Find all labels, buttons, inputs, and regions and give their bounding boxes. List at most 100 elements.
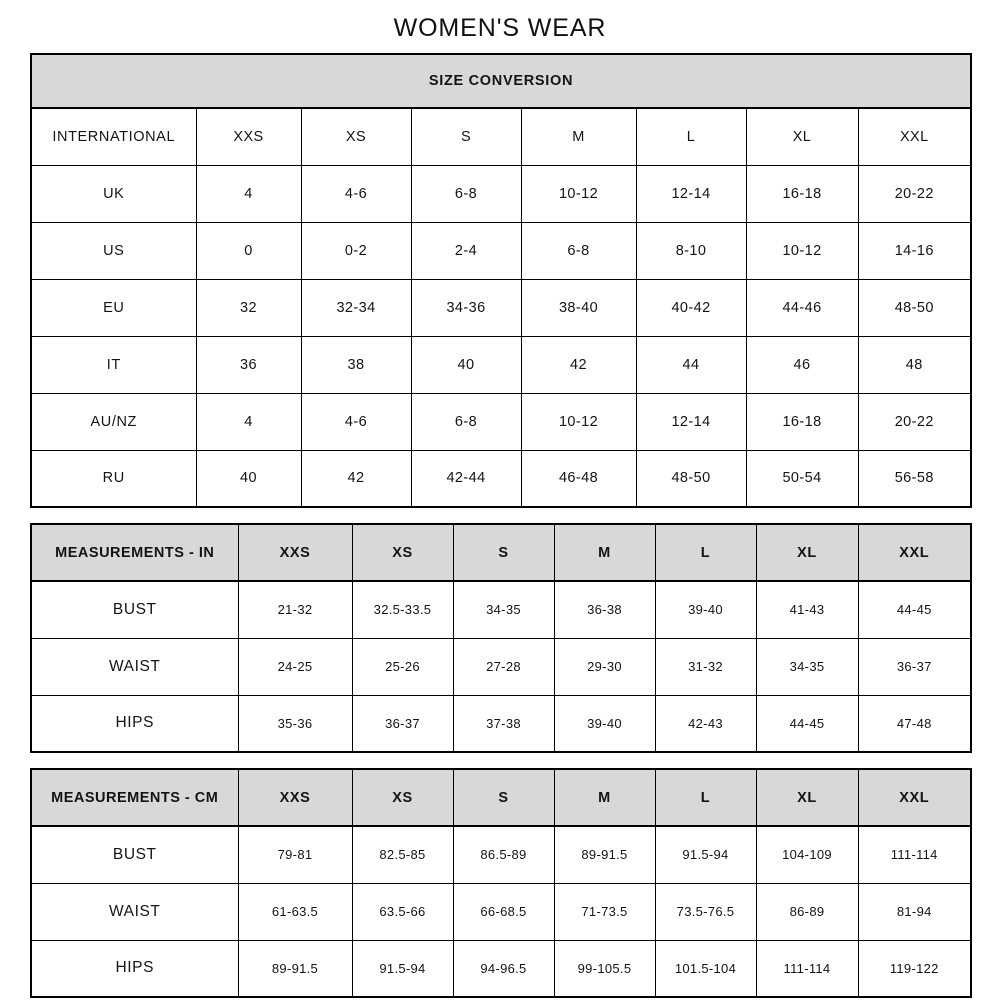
measurement-cell: 71-73.5 [553,882,656,941]
measurement-cell: 66-68.5 [452,882,555,941]
size-cell: 4-6 [300,164,412,223]
column-header-size: L [654,523,757,582]
column-header-size: M [520,107,637,166]
size-cell: 0 [195,221,302,280]
measurement-cell: 119-122 [857,939,972,998]
row-label: RU [30,449,197,508]
row-label: BUST [30,580,239,639]
column-header-size: S [410,107,522,166]
column-header-size: XS [351,523,454,582]
size-cell: 2-4 [410,221,522,280]
table-row: IT 36 38 40 42 44 46 48 [30,335,972,394]
table-row: AU/NZ 4 4-6 6-8 10-12 12-14 16-18 20-22 [30,392,972,451]
measurement-cell: 99-105.5 [553,939,656,998]
measurement-cell: 63.5-66 [351,882,454,941]
measurement-cell: 27-28 [452,637,555,696]
measurement-cell: 81-94 [857,882,972,941]
measurement-cell: 24-25 [237,637,353,696]
measurement-cell: 94-96.5 [452,939,555,998]
table-row: US 0 0-2 2-4 6-8 8-10 10-12 14-16 [30,221,972,280]
size-cell: 6-8 [410,164,522,223]
measurement-cell: 39-40 [553,694,656,753]
measurement-cell: 73.5-76.5 [654,882,757,941]
table-row: HIPS 35-36 36-37 37-38 39-40 42-43 44-45 47-48 [30,694,972,753]
size-cell: 44-46 [745,278,859,337]
column-header-size: XS [300,107,412,166]
size-cell: 0-2 [300,221,412,280]
size-cell: 40 [195,449,302,508]
size-cell: 16-18 [745,392,859,451]
measurement-cell: 37-38 [452,694,555,753]
header-row: MEASUREMENTS - IN XXS XS S M L XL XXL [30,523,972,582]
size-conversion-banner: SIZE CONVERSION [30,53,972,109]
measurement-cell: 21-32 [237,580,353,639]
header-row: MEASUREMENTS - CM XXS XS S M L XL XXL [30,768,972,827]
column-header-size: XXS [195,107,302,166]
size-cell: 46 [745,335,859,394]
measurements-label-in: MEASUREMENTS - IN [30,523,239,582]
measurement-cell: 29-30 [553,637,656,696]
size-cell: 14-16 [857,221,972,280]
size-conversion-table: SIZE CONVERSION INTERNATIONAL XXS XS S M L XL XX… [30,53,972,508]
size-cell: 48-50 [635,449,747,508]
table-row: HIPS 89-91.5 91.5-94 94-96.5 99-105.5 101.5-1… [30,939,972,998]
measurements-label-cm: MEASUREMENTS - CM [30,768,239,827]
size-cell: 4 [195,392,302,451]
size-cell: 4-6 [300,392,412,451]
size-cell: 34-36 [410,278,522,337]
measurements-in-table-wrap: MEASUREMENTS - IN XXS XS S M L XL XXL BUST 21-32… [30,523,972,753]
measurement-cell: 32.5-33.5 [351,580,454,639]
size-cell: 6-8 [520,221,637,280]
size-cell: 42 [520,335,637,394]
column-header-row: INTERNATIONAL XXS XS S M L XL XXL [30,107,972,166]
measurement-cell: 41-43 [755,580,859,639]
column-header-size: XXS [237,768,353,827]
measurement-cell: 39-40 [654,580,757,639]
measurement-cell: 89-91.5 [237,939,353,998]
size-cell: 36 [195,335,302,394]
size-cell: 8-10 [635,221,747,280]
measurements-cm-table-wrap: MEASUREMENTS - CM XXS XS S M L XL XXL BUST 79-81… [30,768,972,998]
size-cell: 38-40 [520,278,637,337]
measurement-cell: 25-26 [351,637,454,696]
column-header-size: L [654,768,757,827]
banner-row: SIZE CONVERSION [30,53,972,109]
measurement-cell: 34-35 [755,637,859,696]
table-row: BUST 79-81 82.5-85 86.5-89 89-91.5 91.5-94 104… [30,825,972,884]
measurement-cell: 34-35 [452,580,555,639]
measurement-cell: 44-45 [857,580,972,639]
size-cell: 40-42 [635,278,747,337]
column-header-size: M [553,523,656,582]
size-cell: 56-58 [857,449,972,508]
row-label: EU [30,278,197,337]
row-label: AU/NZ [30,392,197,451]
size-cell: 40 [410,335,522,394]
column-header-size: XL [755,768,859,827]
measurement-cell: 91.5-94 [654,825,757,884]
page-title: WOMEN'S WEAR [393,14,607,42]
table-row: WAIST 24-25 25-26 27-28 29-30 31-32 34-35 36-37 [30,637,972,696]
measurement-cell: 86-89 [755,882,859,941]
measurement-cell: 89-91.5 [553,825,656,884]
size-cell: 10-12 [745,221,859,280]
size-cell: 42-44 [410,449,522,508]
measurements-cm-table: MEASUREMENTS - CM XXS XS S M L XL XXL BUST 79-81… [30,768,972,998]
table-row: RU 40 42 42-44 46-48 48-50 50-54 56-58 [30,449,972,508]
measurements-in-table: MEASUREMENTS - IN XXS XS S M L XL XXL BUST 21-32… [30,523,972,753]
measurement-cell: 61-63.5 [237,882,353,941]
column-header-size: XXL [857,523,972,582]
measurement-cell: 36-38 [553,580,656,639]
column-header-size: S [452,768,555,827]
row-label: HIPS [30,939,239,998]
measurement-cell: 86.5-89 [452,825,555,884]
table-row: WAIST 61-63.5 63.5-66 66-68.5 71-73.5 73.5-76… [30,882,972,941]
row-label: BUST [30,825,239,884]
measurement-cell: 111-114 [857,825,972,884]
column-header-size: M [553,768,656,827]
size-cell: 46-48 [520,449,637,508]
measurement-cell: 36-37 [857,637,972,696]
column-header-international: INTERNATIONAL [30,107,197,166]
size-cell: 12-14 [635,164,747,223]
measurement-cell: 82.5-85 [351,825,454,884]
row-label: WAIST [30,882,239,941]
